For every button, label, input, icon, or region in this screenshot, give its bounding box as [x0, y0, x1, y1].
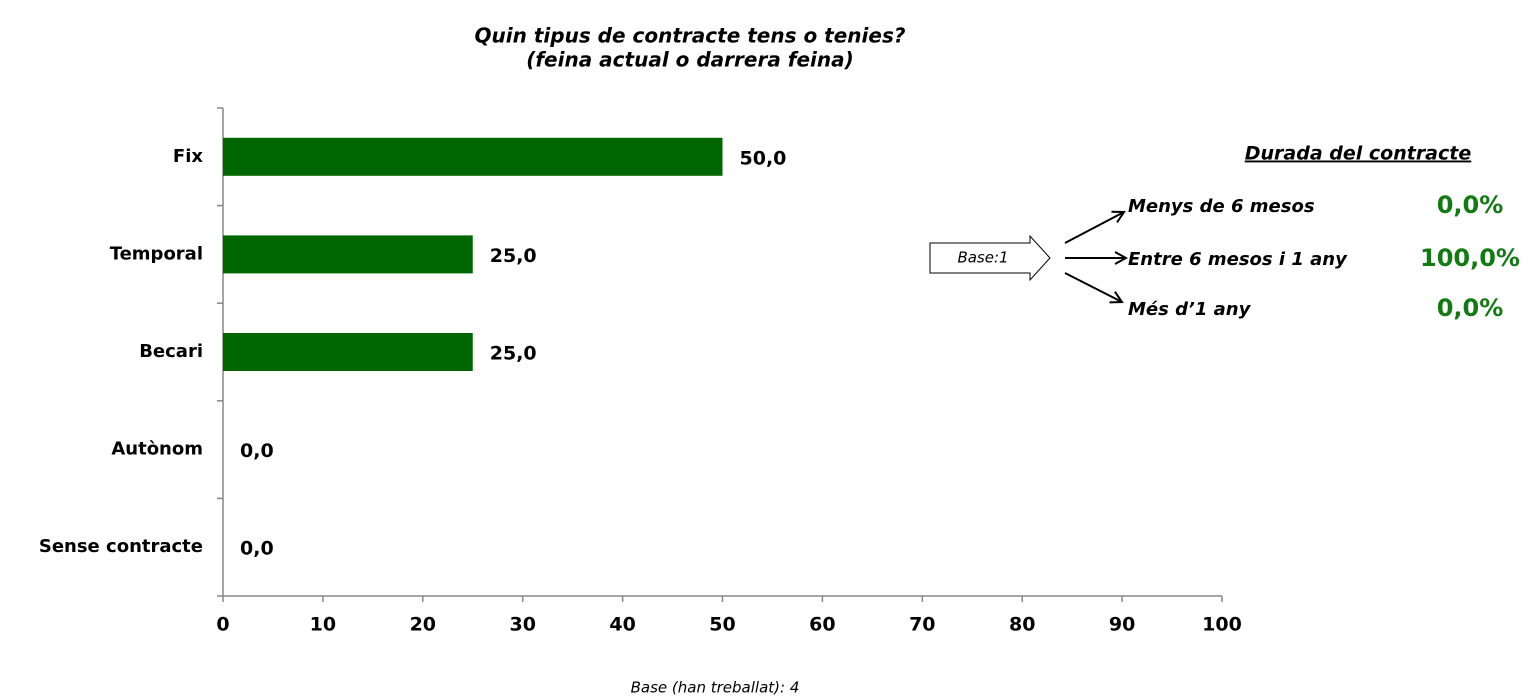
x-tick-label: 20	[410, 614, 436, 636]
value-label: 50,0	[740, 147, 787, 169]
duration-value: 0,0%	[1437, 191, 1504, 219]
y-tick-label: Sense contracte	[39, 536, 203, 557]
value-label: 0,0	[240, 538, 274, 560]
x-tick-label: 70	[909, 614, 935, 636]
base-arrow	[929, 234, 1051, 282]
y-tick-label: Temporal	[110, 243, 203, 264]
bar	[223, 235, 473, 274]
footnote: Base (han treballat): 4	[631, 679, 800, 697]
arrow	[1064, 272, 1122, 302]
x-tick-label: 30	[509, 614, 535, 636]
x-tick-label: 90	[1109, 614, 1135, 636]
x-tick-label: 0	[216, 614, 229, 636]
duration-label: Entre 6 mesos i 1 any	[1128, 249, 1348, 270]
chart-title: Quin tipus de contracte tens o tenies?	[475, 24, 906, 48]
panel-title: Durada del contracte	[1245, 143, 1472, 165]
y-tick-label: Becari	[139, 341, 203, 362]
bar	[223, 137, 723, 176]
chart-subtitle: (feina actual o darrera feina)	[526, 48, 854, 72]
x-tick-label: 100	[1202, 614, 1242, 636]
base-label: Base:1	[957, 249, 1008, 267]
value-label: 25,0	[490, 343, 537, 365]
value-label: 0,0	[240, 440, 274, 462]
bar	[223, 333, 473, 371]
arrow	[1064, 212, 1124, 244]
value-label: 25,0	[490, 245, 537, 267]
duration-value: 0,0%	[1437, 294, 1504, 322]
x-tick-label: 40	[609, 614, 635, 636]
duration-label: Més d’1 any	[1128, 299, 1252, 320]
x-tick-label: 50	[709, 614, 735, 636]
duration-value: 100,0%	[1420, 244, 1520, 272]
x-tick-label: 80	[1009, 614, 1035, 636]
y-tick-label: Fix	[173, 146, 203, 167]
x-tick-label: 60	[809, 614, 835, 636]
y-tick-label: Autònom	[111, 439, 203, 460]
duration-label: Menys de 6 mesos	[1128, 196, 1315, 217]
x-tick-label: 10	[310, 614, 336, 636]
